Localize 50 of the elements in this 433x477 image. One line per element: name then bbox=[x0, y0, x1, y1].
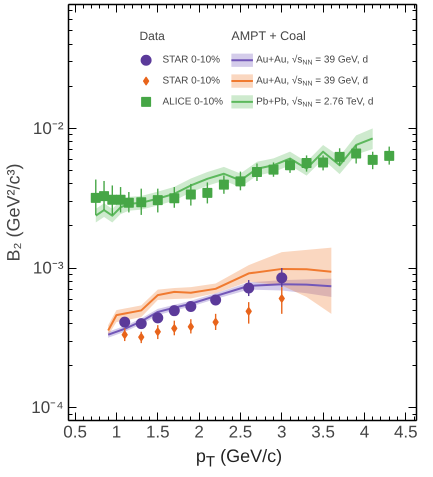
point bbox=[168, 305, 180, 316]
point bbox=[119, 316, 130, 328]
legend-label: ALICE 0-10% bbox=[162, 96, 224, 108]
point bbox=[384, 150, 394, 161]
point bbox=[186, 190, 196, 200]
x-tick-label: 4.5 bbox=[394, 422, 418, 442]
legend-label: STAR 0-10% bbox=[162, 54, 220, 66]
point bbox=[185, 301, 196, 312]
point bbox=[124, 198, 134, 208]
x-axis-title: p$_{T}$ (GeV/c) bbox=[196, 445, 282, 473]
y-tick-label: 10⁻⁴ bbox=[31, 398, 64, 418]
x-tick-label: 2.5 bbox=[228, 422, 252, 442]
point bbox=[210, 294, 222, 306]
point bbox=[212, 318, 219, 327]
point bbox=[318, 158, 328, 168]
y-tick-label: 10⁻² bbox=[32, 118, 64, 138]
y-axis-title: B₂ (GeV²/c³) bbox=[3, 163, 24, 262]
line-series bbox=[94, 137, 374, 217]
point bbox=[243, 282, 254, 294]
point bbox=[368, 154, 378, 165]
point bbox=[252, 166, 262, 177]
point bbox=[276, 272, 288, 284]
point bbox=[334, 152, 345, 162]
point bbox=[136, 197, 146, 208]
point bbox=[268, 164, 278, 175]
point bbox=[188, 322, 194, 332]
point bbox=[169, 193, 180, 204]
x-tick-label: 1.5 bbox=[146, 422, 170, 442]
point bbox=[116, 194, 126, 205]
line-series bbox=[107, 268, 332, 332]
point bbox=[202, 188, 212, 198]
y-tick-label: 10⁻³ bbox=[32, 258, 64, 278]
point bbox=[99, 191, 110, 202]
x-tick-label: 2 bbox=[194, 422, 204, 442]
point bbox=[285, 160, 296, 170]
point bbox=[152, 195, 163, 206]
legend-label: STAR 0-10% bbox=[162, 76, 220, 87]
point bbox=[218, 180, 229, 190]
x-tick-label: 0.5 bbox=[63, 422, 87, 442]
point bbox=[351, 148, 362, 159]
annotation: AMPT + Coal bbox=[231, 29, 306, 44]
legend-title: Data bbox=[139, 29, 166, 44]
x-tick-label: 3 bbox=[277, 422, 287, 442]
x-tick-label: 3.5 bbox=[311, 422, 335, 442]
point bbox=[152, 312, 164, 324]
point bbox=[302, 158, 312, 168]
x-tick-label: 4 bbox=[360, 422, 370, 442]
point bbox=[235, 176, 246, 186]
point bbox=[136, 318, 147, 330]
x-tick-label: 1 bbox=[112, 422, 122, 442]
